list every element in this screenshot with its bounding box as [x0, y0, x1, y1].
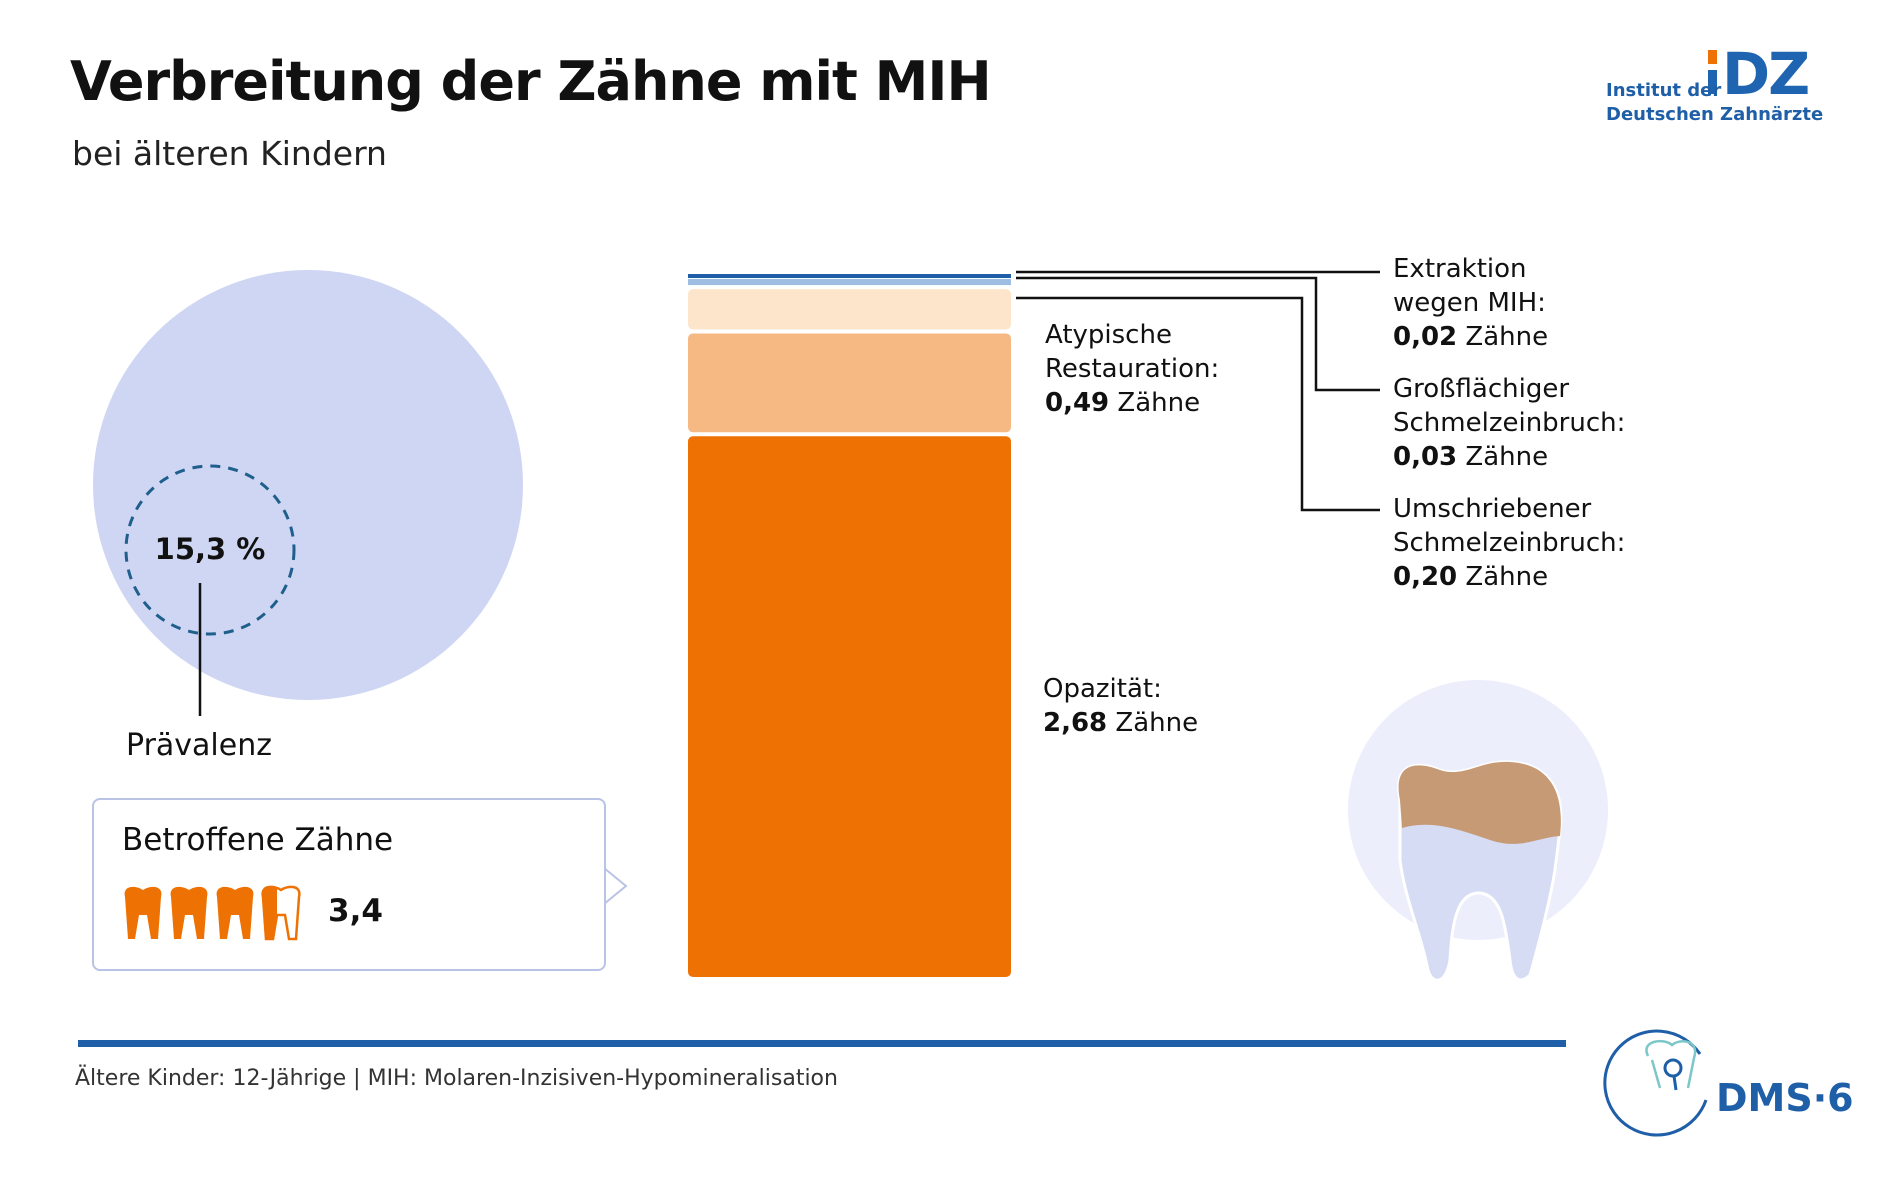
label-grossflaechig: Großflächiger Schmelzeinbruch: 0,03 Zähn…: [1393, 372, 1625, 474]
unit: Zähne: [1465, 442, 1549, 472]
tooth-illustration-icon: [1397, 760, 1563, 982]
stacked-bar: [688, 274, 1011, 978]
box-pointer: [603, 867, 628, 905]
teeth-icons: [122, 885, 302, 943]
value: 0,20: [1393, 562, 1458, 592]
label-line: Opazität:: [1043, 674, 1162, 704]
population-circle: [93, 270, 523, 700]
label-line: Großflächiger: [1393, 374, 1570, 404]
tooth-icon: [170, 886, 208, 939]
leader-umschrieben: [1016, 296, 1380, 512]
affected-teeth-value: 3,4: [328, 893, 383, 929]
page-title: Verbreitung der Zähne mit MIH: [70, 50, 992, 113]
footnote: Ältere Kinder: 12-Jährige | MIH: Molaren…: [75, 1066, 838, 1091]
unit: Zähne: [1117, 388, 1201, 418]
value: 2,68: [1043, 708, 1108, 738]
partial-tooth-icon: [261, 885, 301, 941]
label-extraktion: Extraktion wegen MIH: 0,02 Zähne: [1393, 252, 1548, 354]
value: 0,02: [1393, 322, 1458, 352]
bar-segment: [688, 289, 1011, 330]
label-atypisch: Atypische Restauration: 0,49 Zähne: [1045, 318, 1219, 420]
label-line: Schmelzeinbruch:: [1393, 408, 1626, 438]
tooth-icon: [124, 886, 162, 939]
dms-logo-text: DMS·6: [1716, 1076, 1854, 1120]
bar-segment: [688, 436, 1011, 978]
label-line: Umschriebener: [1393, 494, 1592, 524]
leader-grossflaechig: [1016, 276, 1380, 392]
leader-lines: [1016, 270, 1380, 512]
idz-line1: Institut der: [1606, 80, 1722, 101]
unit: Zähne: [1465, 562, 1549, 592]
value: 0,03: [1393, 442, 1458, 472]
idz-logo: DZ Institut der Deutschen Zahnärzte: [1606, 40, 1824, 125]
footer-rule: [78, 1040, 1566, 1047]
value: 0,49: [1045, 388, 1110, 418]
prevalence-label: Prävalenz: [126, 728, 272, 763]
dms-logo-icon: [1603, 1029, 1708, 1137]
label-line: Extraktion: [1393, 254, 1527, 284]
idz-line2: Deutschen Zahnärzte: [1606, 104, 1824, 125]
unit: Zähne: [1115, 708, 1199, 738]
label-line: wegen MIH:: [1393, 288, 1546, 318]
tooth-icon: [216, 886, 254, 939]
label-line: Schmelzeinbruch:: [1393, 528, 1626, 558]
prevalence-circle: [124, 464, 296, 636]
page-subtitle: bei älteren Kindern: [72, 134, 387, 173]
affected-teeth-box: [92, 798, 606, 971]
unit: Zähne: [1465, 322, 1549, 352]
label-line: Restauration:: [1045, 354, 1220, 384]
bar-segment: [688, 279, 1011, 286]
label-umschrieben: Umschriebener Schmelzeinbruch: 0,20 Zähn…: [1393, 492, 1625, 594]
prevalence-value: 15,3 %: [154, 532, 266, 566]
label-opazitaet: Opazität: 2,68 Zähne: [1043, 672, 1198, 740]
bar-segment: [688, 274, 1011, 279]
label-line: Atypische: [1045, 320, 1172, 350]
bar-segment: [688, 333, 1011, 433]
affected-teeth-title: Betroffene Zähne: [122, 822, 394, 858]
